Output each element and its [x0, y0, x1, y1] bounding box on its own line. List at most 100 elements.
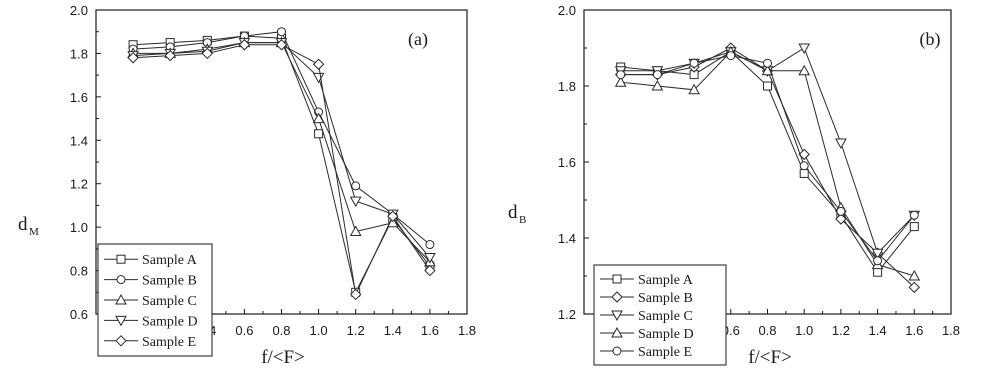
- legend-marker: [611, 291, 623, 303]
- legend: Sample A Sample B Sample C Sample D Sample E: [97, 243, 213, 357]
- data-point: [908, 281, 921, 294]
- series-sample-e: [616, 51, 919, 266]
- data-point: [836, 206, 846, 216]
- legend-marker: [611, 310, 623, 322]
- x-tick-label: 1.2: [347, 323, 365, 338]
- data-point: [799, 168, 809, 178]
- data-point: [798, 43, 811, 55]
- series-sample-e: [127, 39, 436, 301]
- x-tick-label: 1.6: [421, 323, 439, 338]
- legend-label: Sample B: [638, 291, 693, 306]
- legend-marker: [611, 326, 623, 338]
- data-point: [835, 138, 847, 150]
- data-point: [652, 70, 662, 80]
- data-point: [726, 51, 736, 61]
- legend-label: Sample C: [638, 309, 693, 324]
- data-point: [349, 225, 362, 236]
- data-point: [688, 83, 700, 95]
- x-tick-label: 1.4: [384, 323, 402, 338]
- y-tick-label: 1.8: [70, 46, 88, 61]
- legend-label: Sample B: [142, 274, 197, 289]
- x-tick-label: 0.6: [235, 323, 253, 338]
- data-point: [763, 58, 772, 68]
- data-point: [201, 47, 214, 60]
- legend-marker: [115, 335, 127, 347]
- data-point: [798, 148, 810, 161]
- x-tick-label: 1.8: [942, 323, 960, 338]
- legend-marker: [612, 274, 622, 284]
- y-axis-label-subscript: M: [29, 226, 39, 238]
- series-sample-d: [127, 38, 436, 264]
- data-point: [651, 79, 664, 91]
- data-point: [424, 253, 436, 264]
- series-line: [620, 47, 915, 255]
- data-point: [424, 264, 436, 277]
- series-sample-a: [616, 47, 919, 277]
- data-point: [312, 112, 325, 124]
- legend-marker: [115, 293, 127, 305]
- series-line: [133, 42, 431, 258]
- legend-marker: [612, 346, 622, 356]
- data-point: [873, 256, 883, 266]
- data-point: [312, 72, 325, 84]
- data-point: [614, 76, 627, 87]
- x-tick-label: 1.0: [795, 323, 813, 338]
- y-tick-label: 2.0: [558, 3, 576, 18]
- data-point: [689, 58, 699, 68]
- y-tick-label: 1.6: [70, 90, 88, 105]
- series-line: [133, 31, 431, 245]
- x-axis-label: f/<F>: [748, 347, 792, 368]
- data-point: [425, 240, 435, 250]
- y-tick-label: 0.8: [70, 264, 88, 279]
- data-point: [616, 70, 626, 80]
- data-point: [351, 181, 361, 191]
- legend-marker: [115, 315, 127, 327]
- x-tick-label: 1.6: [905, 323, 923, 338]
- data-point: [909, 210, 919, 220]
- data-point: [909, 222, 919, 232]
- y-tick-label: 1.2: [70, 177, 88, 192]
- data-point: [835, 213, 847, 225]
- data-point: [349, 288, 362, 301]
- y-tick-label: 1.6: [558, 155, 576, 170]
- data-point: [349, 196, 362, 208]
- y-axis-label-subscript: B: [519, 214, 526, 226]
- chart-panel-a: 0.00.20.40.60.81.01.21.41.61.80.60.81.01…: [18, 3, 476, 368]
- legend-marker: [116, 254, 126, 264]
- legend-marker: [116, 275, 126, 285]
- data-point: [798, 64, 811, 76]
- data-point: [873, 267, 883, 277]
- panel-label: (b): [920, 29, 941, 50]
- data-point: [164, 49, 176, 62]
- x-tick-label: 1.0: [310, 323, 328, 338]
- y-axis-label: d: [18, 214, 28, 235]
- data-point: [238, 39, 251, 51]
- data-point: [799, 161, 809, 171]
- series-sample-c: [127, 36, 436, 267]
- x-tick-label: 1.8: [458, 323, 476, 338]
- y-tick-label: 2.0: [70, 3, 88, 18]
- data-point: [387, 210, 399, 222]
- y-tick-label: 1.0: [70, 220, 88, 235]
- y-tick-label: 1.8: [558, 79, 576, 94]
- panel-label: (a): [408, 29, 428, 50]
- legend-label: Sample A: [638, 273, 694, 288]
- legend-label: Sample D: [142, 314, 198, 329]
- y-tick-label: 0.6: [70, 307, 88, 322]
- series-line: [133, 42, 431, 263]
- chart-panel-b: 0.00.20.40.60.81.01.21.41.61.81.21.41.61…: [508, 3, 960, 368]
- data-point: [908, 269, 921, 281]
- x-tick-label: 0.8: [758, 323, 776, 338]
- x-tick-label: 0.8: [272, 323, 290, 338]
- data-point: [275, 39, 288, 51]
- y-tick-label: 1.4: [70, 133, 88, 148]
- legend-label: Sample E: [638, 345, 692, 360]
- y-tick-label: 1.2: [558, 307, 576, 322]
- x-tick-label: 1.2: [832, 323, 850, 338]
- data-point: [277, 27, 286, 37]
- data-point: [763, 81, 772, 91]
- x-tick-label: 1.4: [869, 323, 887, 338]
- legend-label: Sample E: [142, 335, 196, 350]
- data-point: [871, 248, 884, 260]
